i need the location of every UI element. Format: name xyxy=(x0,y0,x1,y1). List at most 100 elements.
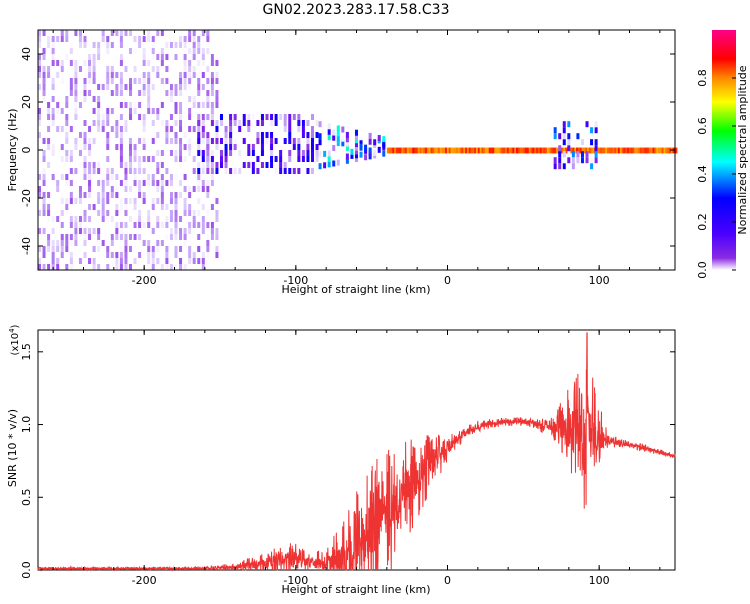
spectrogram-cell xyxy=(88,234,92,240)
spectrogram-cell xyxy=(183,78,187,84)
spectrogram-cell xyxy=(110,234,114,240)
spectrogram-cell xyxy=(97,228,101,234)
spectrogram-cell xyxy=(601,147,605,154)
spectrogram-cell xyxy=(129,84,132,90)
spectrogram-cell xyxy=(332,129,336,136)
spectrogram-cell xyxy=(215,90,219,96)
spectrogram-cell xyxy=(92,258,96,264)
spectrogram-cell xyxy=(201,222,205,228)
spectrogram-cell xyxy=(60,246,64,252)
spectrogram-cell xyxy=(169,216,173,222)
spectrogram-cell xyxy=(38,114,41,120)
spectrogram-cell xyxy=(354,152,358,159)
spectrogram-cell xyxy=(445,147,449,154)
spectrogram-cell xyxy=(179,36,183,42)
spectrogram-cell xyxy=(364,144,368,151)
spectrogram-cell xyxy=(233,114,237,120)
spectrogram-cell xyxy=(42,168,46,174)
spectrogram-cell xyxy=(165,78,169,84)
y-tick-label: 40 xyxy=(20,47,33,61)
spectrogram-cell xyxy=(526,147,530,154)
spectrogram-cell xyxy=(188,84,192,90)
spectrogram-cell xyxy=(38,84,41,90)
spectrogram-cell xyxy=(38,42,41,48)
spectrogram-cell xyxy=(101,246,105,252)
spectrogram-cell xyxy=(88,162,92,168)
spectrogram-cell xyxy=(297,150,301,156)
spectrogram-cell xyxy=(179,156,183,162)
spectrogram-cell xyxy=(485,147,489,154)
spectrogram-cell xyxy=(265,162,269,168)
spectrogram-cell xyxy=(174,132,178,138)
spectrogram-cell xyxy=(51,258,55,264)
spectrogram-cell xyxy=(42,84,46,90)
spectrogram-cell xyxy=(201,84,205,90)
spectrogram-cell xyxy=(115,120,119,126)
spectrogram-cell xyxy=(327,123,331,130)
spectrogram-cell xyxy=(220,156,223,162)
spectrogram-cell xyxy=(92,120,96,126)
spectrogram-cell xyxy=(292,114,296,120)
spectrogram-cell xyxy=(197,258,201,264)
spectrogram-cell xyxy=(74,138,78,144)
spectrogram-cell xyxy=(65,126,69,132)
spectrogram-cell xyxy=(88,150,92,156)
spectrogram-cell xyxy=(215,234,219,240)
spectrogram-cell xyxy=(552,147,556,154)
spectrogram-cell xyxy=(60,144,64,150)
spectrogram-cell xyxy=(590,127,594,134)
spectrogram-cell xyxy=(42,264,46,270)
spectrogram-cell xyxy=(129,108,132,114)
spectrogram-cell xyxy=(327,161,331,168)
spectrogram-cell xyxy=(359,151,363,158)
spectrogram-cell xyxy=(142,126,146,132)
spectrogram-cell xyxy=(192,216,196,222)
spectrogram-cell xyxy=(42,198,46,204)
spectrogram-cell xyxy=(201,186,205,192)
spectrogram-cell xyxy=(201,252,205,258)
spectrogram-cell xyxy=(151,180,155,186)
spectrogram-cell xyxy=(197,150,201,156)
spectrogram-cell xyxy=(119,84,123,90)
spectrogram-cell xyxy=(97,126,101,132)
spectrogram-cell xyxy=(101,126,105,132)
spectrogram-cell xyxy=(201,150,205,156)
spectrogram-cell xyxy=(373,149,377,156)
spectrogram-cell xyxy=(492,147,496,154)
spectrogram-cell xyxy=(133,222,137,228)
spectrogram-cell xyxy=(265,114,269,120)
spectrogram-cell xyxy=(192,228,196,234)
spectrogram-cell xyxy=(92,72,96,78)
spectrogram-cell xyxy=(147,240,151,246)
spectrogram-cell xyxy=(297,114,301,120)
spectrogram-cell xyxy=(206,78,210,84)
spectrogram-cell xyxy=(51,108,55,114)
spectrogram-cell xyxy=(151,138,155,144)
spectrogram-cell xyxy=(142,72,146,78)
spectrogram-cell xyxy=(188,252,192,258)
spectrogram-cell xyxy=(323,150,327,157)
spectrogram-cell xyxy=(188,222,192,228)
spectrogram-cell xyxy=(446,147,450,154)
spectrogram-cell xyxy=(562,157,566,164)
spectrogram-cell xyxy=(38,186,41,192)
spectrogram-cell xyxy=(69,78,73,84)
spectrogram-cell xyxy=(138,78,142,84)
spectrogram-cell xyxy=(345,136,349,143)
spectrogram-cell xyxy=(256,120,260,126)
spectrogram-cell xyxy=(256,138,260,144)
spectrogram-cell xyxy=(119,126,123,132)
spectrogram-cell xyxy=(169,90,173,96)
spectrogram-cell xyxy=(215,102,219,108)
spectrogram-cell xyxy=(183,144,187,150)
spectrogram-cell xyxy=(197,234,201,240)
spectrogram-cell xyxy=(179,228,183,234)
spectrogram-cell xyxy=(92,66,96,72)
spectrogram-cell xyxy=(74,240,78,246)
spectrogram-cell xyxy=(183,36,187,42)
spectrogram-cell xyxy=(206,162,210,168)
spectrogram-cell xyxy=(192,48,196,54)
spectrogram-cell xyxy=(51,54,55,60)
spectrogram-cell xyxy=(69,168,73,174)
spectrogram-cell xyxy=(69,222,73,228)
